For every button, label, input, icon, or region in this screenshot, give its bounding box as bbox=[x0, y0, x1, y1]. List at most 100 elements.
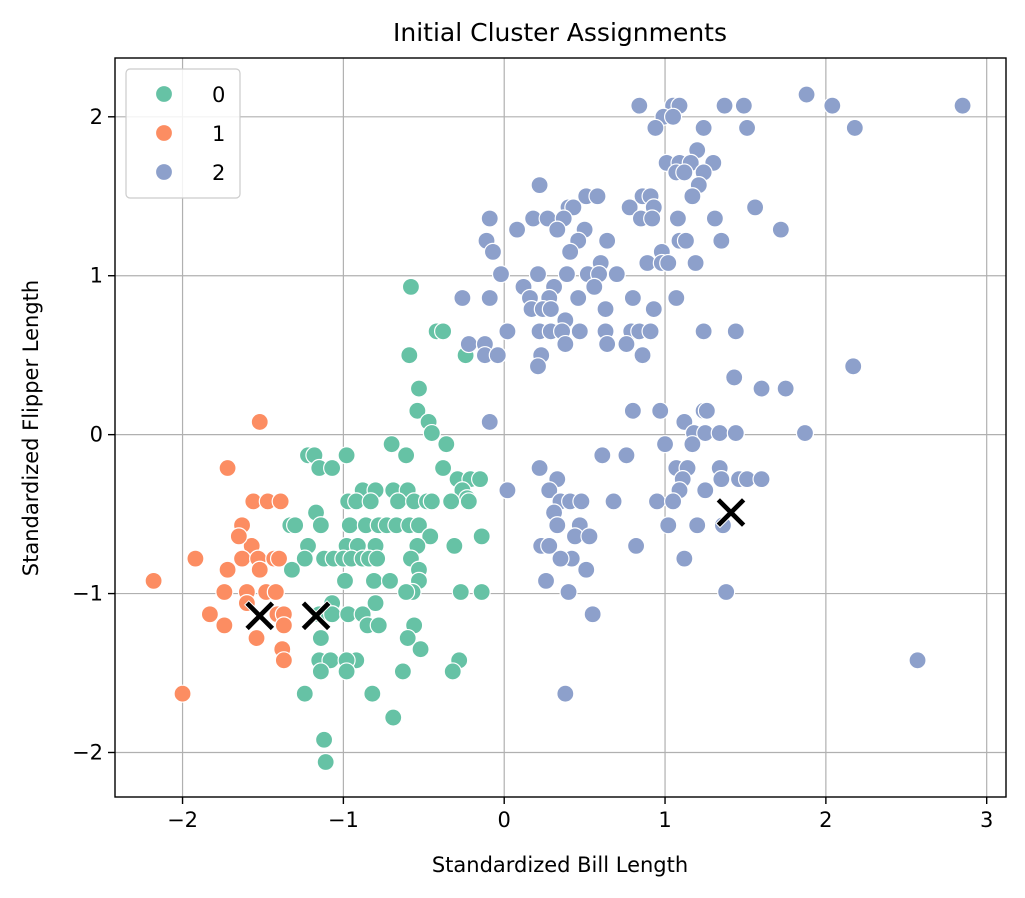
data-point bbox=[408, 401, 427, 420]
data-point bbox=[409, 379, 429, 398]
series-2 bbox=[453, 85, 972, 703]
data-point bbox=[453, 288, 472, 308]
data-point bbox=[683, 435, 702, 454]
data-point bbox=[536, 571, 556, 590]
data-point bbox=[382, 435, 401, 454]
data-point bbox=[715, 96, 734, 115]
data-point bbox=[316, 752, 335, 772]
data-point bbox=[368, 549, 387, 568]
y-tick-label: 0 bbox=[90, 423, 103, 447]
data-point bbox=[540, 481, 559, 500]
data-point bbox=[598, 334, 617, 354]
data-point bbox=[668, 209, 688, 228]
data-point bbox=[655, 435, 675, 454]
data-point bbox=[548, 220, 567, 239]
data-point bbox=[218, 458, 237, 478]
data-point bbox=[630, 96, 649, 115]
data-point bbox=[593, 446, 612, 465]
data-point bbox=[398, 628, 417, 648]
data-point bbox=[725, 368, 744, 387]
data-point bbox=[337, 662, 356, 681]
data-point bbox=[617, 334, 636, 354]
data-point bbox=[366, 594, 385, 613]
data-point bbox=[737, 118, 757, 138]
data-point bbox=[580, 527, 599, 546]
legend-label: 1 bbox=[212, 122, 225, 146]
data-point bbox=[530, 458, 549, 478]
x-tick-label: 1 bbox=[658, 808, 671, 832]
data-point bbox=[561, 242, 580, 261]
data-point bbox=[641, 322, 660, 341]
data-point bbox=[688, 516, 707, 535]
data-point bbox=[663, 492, 683, 511]
data-point bbox=[311, 516, 330, 535]
data-point bbox=[480, 412, 499, 432]
data-point bbox=[644, 300, 663, 319]
data-point bbox=[646, 118, 665, 138]
data-point bbox=[361, 492, 380, 511]
centroid-marker bbox=[715, 496, 747, 529]
data-point bbox=[694, 322, 713, 341]
data-point bbox=[295, 549, 314, 568]
data-point bbox=[845, 118, 864, 138]
data-point bbox=[620, 198, 639, 217]
data-point bbox=[953, 96, 972, 115]
data-point bbox=[229, 527, 248, 546]
data-point bbox=[598, 231, 617, 250]
data-point bbox=[844, 357, 863, 376]
data-point bbox=[459, 492, 478, 511]
data-point bbox=[250, 412, 269, 432]
legend-marker bbox=[154, 84, 174, 104]
data-point bbox=[705, 209, 724, 228]
data-point bbox=[409, 516, 429, 535]
data-point bbox=[397, 582, 416, 602]
data-point bbox=[144, 571, 163, 590]
data-point bbox=[232, 549, 252, 568]
data-point bbox=[173, 684, 192, 703]
data-point bbox=[186, 549, 205, 568]
data-point bbox=[795, 423, 815, 443]
data-point bbox=[541, 300, 560, 319]
data-point bbox=[498, 322, 517, 341]
data-point bbox=[726, 423, 745, 443]
data-point bbox=[583, 605, 602, 624]
data-point bbox=[507, 220, 527, 239]
x-tick-label: −1 bbox=[328, 808, 359, 832]
data-point bbox=[530, 176, 549, 195]
data-point bbox=[286, 516, 305, 535]
legend-label: 0 bbox=[212, 83, 225, 107]
data-point bbox=[572, 492, 591, 511]
data-point bbox=[218, 560, 237, 579]
data-point bbox=[710, 423, 729, 443]
legend-box bbox=[125, 68, 241, 199]
data-point bbox=[633, 346, 652, 365]
data-point bbox=[443, 662, 462, 681]
data-point bbox=[451, 582, 470, 602]
data-point bbox=[266, 582, 285, 602]
data-point bbox=[433, 322, 453, 341]
centroid-markers bbox=[244, 496, 747, 632]
data-point bbox=[557, 265, 577, 284]
data-point bbox=[623, 288, 642, 308]
data-points bbox=[144, 85, 972, 772]
data-point bbox=[556, 334, 575, 354]
data-point bbox=[659, 253, 678, 273]
data-point bbox=[556, 684, 575, 703]
data-point bbox=[570, 322, 589, 341]
legend: 0 1 2 bbox=[125, 68, 241, 199]
data-point bbox=[823, 96, 842, 115]
data-point bbox=[712, 470, 731, 489]
data-point bbox=[282, 560, 302, 579]
data-point bbox=[667, 288, 686, 308]
y-tick-label: 1 bbox=[90, 264, 103, 288]
data-point bbox=[480, 288, 499, 308]
data-point bbox=[676, 231, 696, 250]
centroid-marker bbox=[244, 600, 276, 632]
data-point bbox=[752, 470, 771, 489]
data-point bbox=[726, 322, 745, 341]
data-point bbox=[323, 458, 342, 478]
data-point bbox=[271, 492, 290, 511]
y-tick-label: −1 bbox=[72, 582, 103, 606]
x-tick-label: 0 bbox=[498, 808, 511, 832]
data-point bbox=[771, 220, 790, 239]
